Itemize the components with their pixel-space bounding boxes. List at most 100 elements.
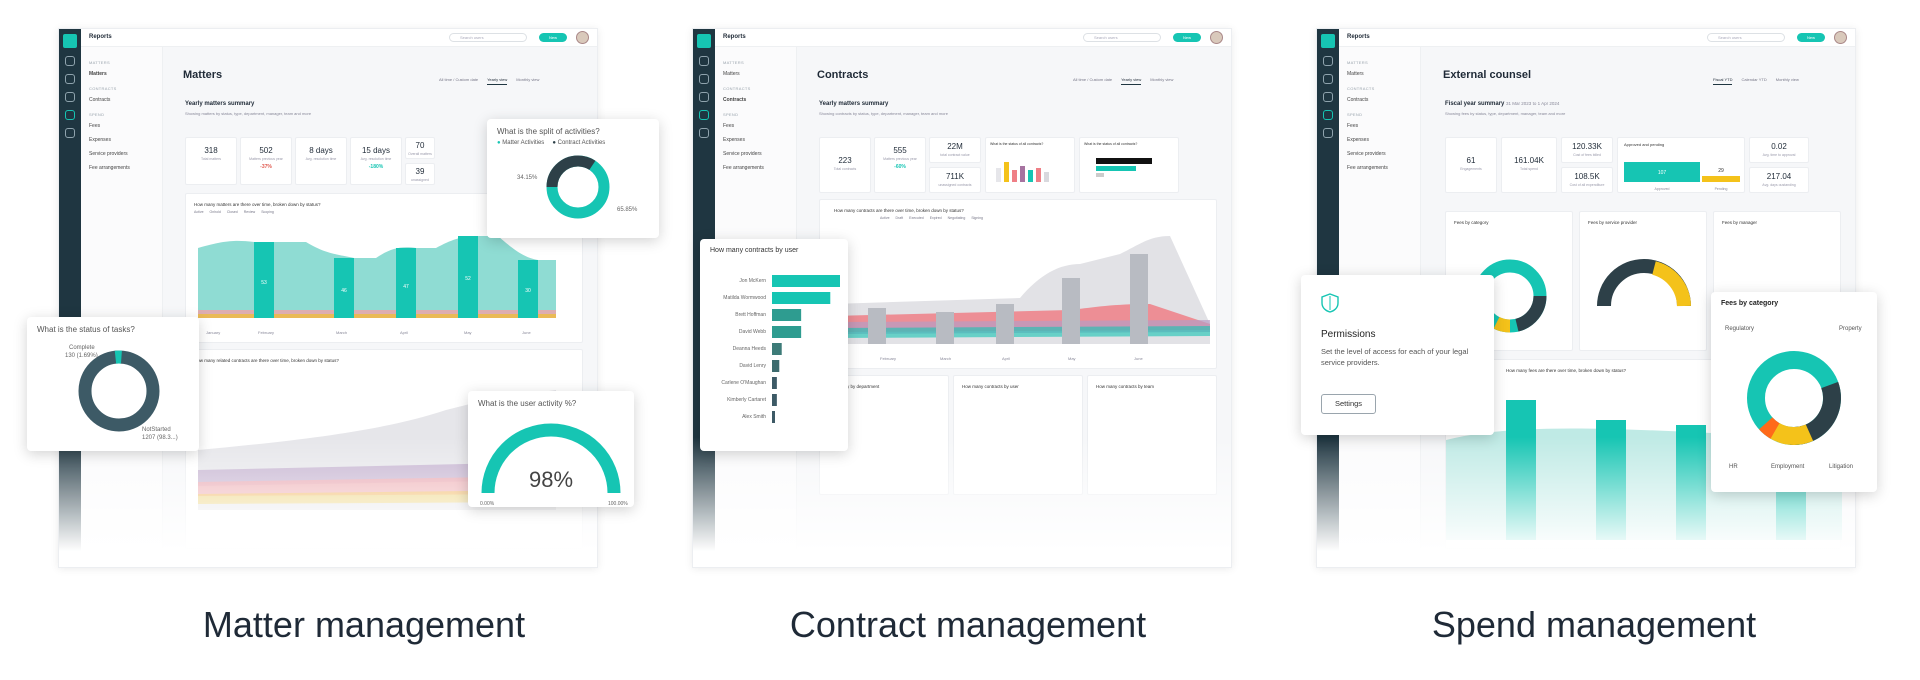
donut-slice <box>1747 351 1841 445</box>
stat-card: 555 Matters previous year -60% <box>874 137 926 193</box>
tab-calendar[interactable]: Calendar YTD <box>1741 77 1767 82</box>
status-bar <box>1028 170 1033 182</box>
teal-band <box>832 326 1210 338</box>
subnav-heading: MATTERS <box>723 60 744 65</box>
subnav-item-fees[interactable]: Fees <box>89 123 101 129</box>
subnav-item-providers[interactable]: Service providers <box>1347 151 1386 157</box>
subnav-heading: SPEND <box>723 112 739 117</box>
pct-label: 34.15% <box>517 175 538 181</box>
stat-label: Overall matters <box>408 152 432 156</box>
subnav-item-expenses[interactable]: Expenses <box>723 137 745 143</box>
search-input[interactable]: Search users <box>1707 33 1785 42</box>
complete-value: 130 (1.69%) <box>65 353 98 359</box>
subnav-item-providers[interactable]: Service providers <box>723 151 762 157</box>
top-bar: Reports Search users New <box>81 29 597 47</box>
home-icon[interactable] <box>65 56 75 66</box>
legend-item: Active <box>880 216 890 220</box>
avatar[interactable] <box>1834 31 1847 44</box>
tab-yearly[interactable]: Yearly view <box>1121 77 1142 85</box>
subnav-item-matters[interactable]: Matters <box>89 71 107 77</box>
matters-over-time-panel: How many matters are there over time, br… <box>185 193 583 343</box>
subnav-item-expenses[interactable]: Expenses <box>89 137 111 143</box>
subnav-item-fees[interactable]: Fees <box>723 123 735 129</box>
page-title: Contracts <box>817 69 869 81</box>
home-icon[interactable] <box>699 56 709 66</box>
people-icon[interactable] <box>699 128 709 138</box>
tab-monthly[interactable]: Monthly view <box>516 77 540 82</box>
gauge-arc-yellow <box>1651 261 1691 307</box>
stat-value: 8 days <box>309 146 333 155</box>
contracts-icon[interactable] <box>699 92 709 102</box>
reports-icon[interactable] <box>699 110 709 120</box>
search-input[interactable]: Search users <box>449 33 527 42</box>
subnav-heading: MATTERS <box>89 60 110 65</box>
bar-label: 46 <box>341 288 347 294</box>
contracts-icon[interactable] <box>65 92 75 102</box>
stat-change: -180% <box>368 164 384 170</box>
contracts-icon[interactable] <box>1323 92 1333 102</box>
matters-icon[interactable] <box>65 74 75 84</box>
avatar[interactable] <box>1210 31 1223 44</box>
matters-icon[interactable] <box>699 74 709 84</box>
complete-label: Complete <box>69 345 95 351</box>
tab-fiscal[interactable]: Fiscal YTD <box>1713 77 1733 85</box>
subnav-item-matters[interactable]: Matters <box>723 71 740 77</box>
month-label: February <box>880 356 896 361</box>
stat-card: 711K unassigned contracts <box>929 167 981 193</box>
home-icon[interactable] <box>1323 56 1333 66</box>
subnav-item-matters[interactable]: Matters <box>1347 71 1364 77</box>
contract-app-window: MATTERS Matters CONTRACTS Contracts SPEN… <box>692 28 1232 568</box>
legend-item: Signing <box>971 216 983 220</box>
chart-question: How many contracts are there over time, … <box>834 208 964 213</box>
matters-sankey-chart: 53 46 47 52 30 January February March Ap… <box>198 236 556 335</box>
col <box>1130 254 1148 344</box>
summary-subtitle: Showing contracts by status, type, depar… <box>819 111 948 116</box>
summary-title: Fiscal year summary 31 Mar 2023 to 1 Apr… <box>1445 101 1559 107</box>
subnav-item-expenses[interactable]: Expenses <box>1347 137 1369 143</box>
subnav-item-fee-arrangements[interactable]: Fee arrangements <box>723 165 764 171</box>
subnav-item-contracts[interactable]: Contracts <box>723 97 747 103</box>
new-button[interactable]: New <box>1173 33 1201 42</box>
search-input[interactable]: Search users <box>1083 33 1161 42</box>
reports-icon[interactable] <box>65 110 75 120</box>
view-tabs: Fiscal YTD Calendar YTD Monthly view <box>1713 77 1799 85</box>
subnav-item-fees[interactable]: Fees <box>1347 123 1359 129</box>
pct-label: 65.85% <box>617 207 638 213</box>
tab-custom[interactable]: All time / Custom date <box>1073 77 1113 82</box>
tab-yearly[interactable]: Yearly view <box>487 77 508 85</box>
bar-label: 53 <box>261 280 267 286</box>
subnav-item-contracts[interactable]: Contracts <box>1347 97 1369 103</box>
subnav-item-fee-arrangements[interactable]: Fee arrangements <box>1347 165 1388 171</box>
scoping-band <box>198 314 556 318</box>
user-bar <box>772 309 802 321</box>
subnav-item-providers[interactable]: Service providers <box>89 151 128 157</box>
new-button[interactable]: New <box>539 33 567 42</box>
tab-monthly[interactable]: Monthly view <box>1775 77 1799 82</box>
stat-value: 22M <box>947 142 963 151</box>
active-band <box>198 236 556 318</box>
matters-icon[interactable] <box>1323 74 1333 84</box>
subnav-item-fee-arrangements[interactable]: Fee arrangements <box>89 165 130 171</box>
tab-monthly[interactable]: Monthly view <box>1150 77 1174 82</box>
user-name-label: David Lenry <box>739 363 766 369</box>
chart-question: How many by department <box>828 384 880 389</box>
matter-management-label: Matter management <box>202 604 526 645</box>
subnav-heading: CONTRACTS <box>89 86 117 91</box>
stat-value: 217.04 <box>1766 172 1792 181</box>
people-icon[interactable] <box>65 128 75 138</box>
subnav-heading: CONTRACTS <box>1347 86 1375 91</box>
month-label: April <box>400 330 408 335</box>
stat-label: Cost of fees billed <box>1573 153 1601 157</box>
legend-item: Executed <box>909 216 924 220</box>
subnav-item-contracts[interactable]: Contracts <box>89 97 111 103</box>
people-icon[interactable] <box>1323 128 1333 138</box>
settings-button[interactable]: Settings <box>1321 394 1376 414</box>
approved-bar <box>1624 162 1700 182</box>
stat-label: unassigned contracts <box>938 183 972 187</box>
avatar[interactable] <box>576 31 589 44</box>
top-bar: Reports Search users New <box>1339 29 1855 47</box>
new-button[interactable]: New <box>1797 33 1825 42</box>
tab-custom[interactable]: All time / Custom date <box>439 77 479 82</box>
reports-icon[interactable] <box>1323 110 1333 120</box>
user-bar <box>772 343 782 355</box>
